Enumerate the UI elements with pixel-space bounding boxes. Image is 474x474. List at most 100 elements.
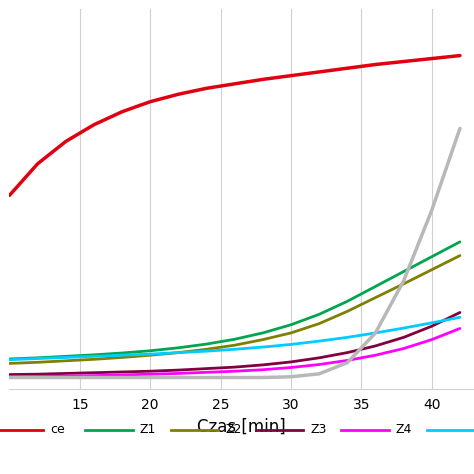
Z4 [232,368,237,374]
Z2 [91,356,97,362]
Z4 [91,373,97,379]
Zew [204,374,210,380]
Z4 [260,367,266,373]
Line: Z5: Z5 [9,317,460,360]
Z2 [204,346,210,352]
Z4 [401,346,407,351]
Line: Z2: Z2 [9,255,460,364]
Z2 [147,352,153,358]
Z2 [7,361,12,366]
Line: Z4: Z4 [9,328,460,377]
Z1 [35,355,40,361]
Text: Z4: Z4 [396,423,412,436]
Z4 [204,369,210,375]
Z5 [401,325,407,331]
Line: Z1: Z1 [9,242,460,359]
Z5 [457,314,463,320]
Z3 [91,370,97,375]
Z4 [429,337,435,342]
Zew [260,374,266,380]
Z3 [119,369,125,375]
Z4 [457,326,463,331]
Zew [232,374,237,380]
Z4 [7,374,12,380]
Z1 [457,239,463,245]
Zew [457,126,463,131]
powierzchnie [345,65,350,71]
Z4 [373,352,378,358]
Z5 [429,320,435,326]
Zew [429,208,435,213]
Z2 [175,350,181,356]
Zew [7,374,12,380]
Z5 [147,351,153,357]
Z1 [232,337,237,342]
Line: powierzchnie: powierzchnie [9,55,460,195]
Z2 [63,358,69,364]
powierzchnie [35,161,40,166]
Text: ce: ce [50,423,64,436]
Z1 [175,345,181,351]
powierzchnie [91,122,97,128]
powierzchnie [175,91,181,97]
Z2 [35,359,40,365]
powierzchnie [429,56,435,62]
Z2 [429,267,435,273]
Z4 [345,357,350,363]
powierzchnie [260,76,266,82]
Line: Z3: Z3 [9,312,460,374]
Text: Z3: Z3 [310,423,327,436]
Zew [316,371,322,377]
Z4 [35,374,40,379]
Z5 [316,338,322,344]
Zew [63,374,69,380]
Z5 [373,330,378,336]
Zew [147,374,153,380]
Z3 [316,355,322,361]
X-axis label: Czas [min]: Czas [min] [197,418,286,436]
Zew [345,360,350,365]
Z3 [373,343,378,349]
Z1 [373,283,378,289]
powierzchnie [119,109,125,115]
Z5 [35,356,40,361]
Z2 [401,281,407,287]
Z3 [147,368,153,374]
Z5 [175,350,181,356]
Line: Zew: Zew [9,128,460,377]
Zew [401,278,407,284]
Z2 [119,355,125,360]
Z3 [288,359,294,365]
Z5 [63,355,69,360]
Z1 [288,322,294,328]
powierzchnie [63,138,69,144]
Z3 [35,371,40,377]
powierzchnie [316,69,322,75]
Z4 [288,365,294,370]
Z3 [260,362,266,368]
Z1 [429,254,435,260]
Z2 [232,342,237,348]
Z2 [373,295,378,301]
Z5 [91,354,97,359]
Z3 [232,365,237,370]
Zew [35,374,40,380]
Z3 [401,335,407,340]
powierzchnie [457,53,463,58]
Z5 [119,352,125,358]
Z5 [260,344,266,350]
Z4 [316,362,322,367]
Z3 [175,367,181,373]
Z1 [7,356,12,362]
Z4 [63,373,69,379]
Z3 [429,323,435,329]
Z4 [175,371,181,376]
Zew [288,374,294,380]
Z2 [457,253,463,258]
Z2 [288,330,294,336]
Z1 [345,299,350,304]
Z3 [345,350,350,356]
Zew [373,330,378,336]
Text: Z1: Z1 [140,423,156,436]
Z3 [457,310,463,315]
